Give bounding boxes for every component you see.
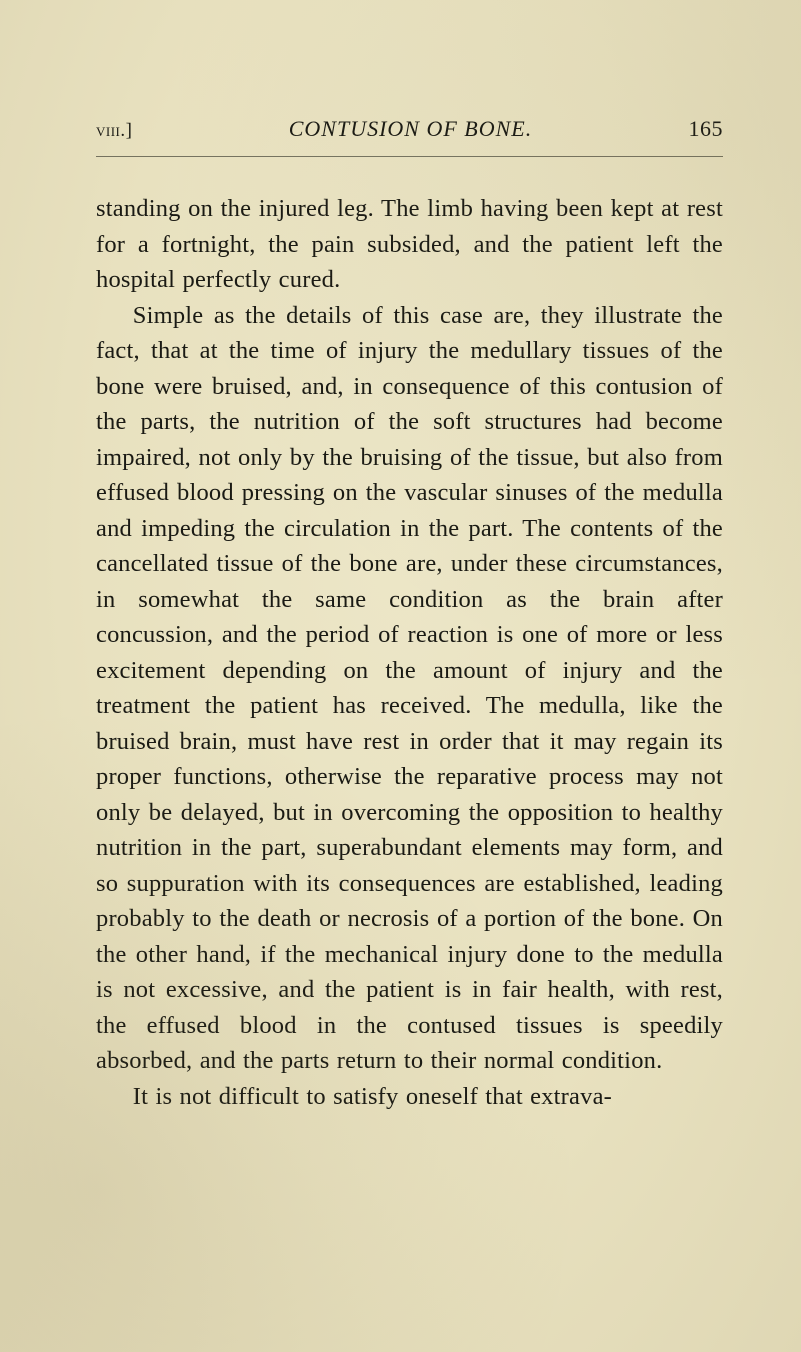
page: viii.] CONTUSION OF BONE. 165 standing o… — [0, 0, 801, 1352]
body-text: standing on the injured leg. The limb ha… — [96, 191, 723, 1114]
chapter-marker: viii.] — [96, 120, 132, 142]
paragraph: Simple as the details of this case are, … — [96, 298, 723, 1079]
paragraph: It is not difficult to satisfy oneself t… — [96, 1079, 723, 1115]
paragraph: standing on the injured leg. The limb ha… — [96, 191, 723, 298]
page-number: 165 — [689, 116, 724, 142]
running-title: CONTUSION OF BONE. — [289, 116, 533, 142]
running-head: viii.] CONTUSION OF BONE. 165 — [96, 116, 723, 142]
header-rule — [96, 156, 723, 157]
